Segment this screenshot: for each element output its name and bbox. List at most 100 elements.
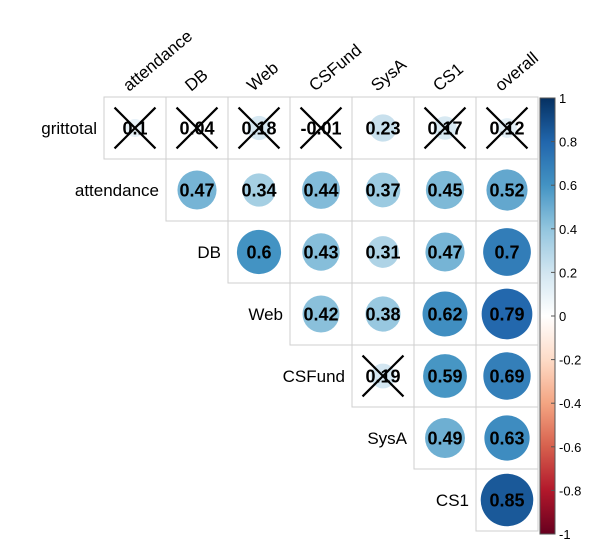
correlation-cell: 0.18	[237, 106, 281, 150]
correlation-cell: 0.44	[302, 171, 340, 209]
correlation-value: 0.47	[427, 243, 462, 263]
correlation-value: 0.49	[427, 429, 462, 449]
correlation-value: 0.43	[303, 243, 338, 263]
insignificance-cross-line	[237, 106, 281, 150]
correlation-value: 0.59	[427, 367, 462, 387]
correlation-value: 0.69	[489, 367, 524, 387]
color-bar-tick-label: -0.4	[559, 396, 581, 411]
correlation-cell: 0.69	[483, 352, 531, 400]
correlation-value: 0.45	[427, 181, 462, 201]
correlation-cell: -0.01	[299, 106, 343, 150]
row-label-db: DB	[197, 243, 221, 262]
correlation-circle	[480, 473, 534, 527]
correlation-circle	[481, 288, 533, 340]
correlation-circle	[365, 172, 401, 208]
correlation-cells: 0.1 0.04 0.18 -0.01 0.23 0.17 0.12 0.47 0.34 0.44…	[113, 106, 534, 527]
insignificance-cross-line	[423, 106, 467, 150]
correlation-cell: 0.31	[365, 236, 401, 268]
correlation-value: 0.42	[303, 305, 338, 325]
correlation-circle	[425, 170, 465, 210]
correlation-cell: 0.47	[177, 170, 217, 210]
correlation-cell: 0.85	[480, 473, 534, 527]
correlation-value: 0.6	[246, 243, 271, 263]
color-bar-tick-label: 1	[559, 91, 566, 106]
correlation-circle	[367, 236, 399, 268]
color-bar-tick-label: -1	[559, 527, 571, 542]
correlation-value: 0.38	[365, 305, 400, 325]
correlation-cell: 0.59	[423, 354, 467, 398]
color-legend: 1 0.8 0.6 0.4 0.2 0 -0.2 -0.4 -0.6 -0.8 -1	[539, 91, 581, 542]
correlation-cell: 0.42	[302, 295, 340, 333]
color-bar-tick-label: -0.8	[559, 483, 581, 498]
correlation-circle	[422, 291, 468, 337]
correlation-value: 0.63	[489, 429, 524, 449]
correlation-circle	[483, 228, 531, 276]
correlation-circle	[302, 233, 340, 271]
insignificance-cross-line	[361, 354, 405, 398]
correlation-cell: 0.47	[425, 232, 465, 272]
insignificance-cross-line	[485, 106, 529, 150]
row-label-grittotal: grittotal	[41, 119, 97, 138]
color-bar-tick-label: 0.4	[559, 222, 577, 237]
correlation-value: 0.34	[241, 181, 276, 201]
correlation-circle	[486, 169, 528, 211]
correlation-circle	[242, 173, 276, 207]
correlation-circle	[302, 171, 340, 209]
correlation-cell: 0.12	[485, 106, 529, 150]
correlation-circle	[365, 296, 401, 332]
correlation-cell: 0.19	[361, 354, 405, 398]
column-label-csfund: CSFund	[305, 40, 365, 95]
correlation-value: 0.37	[365, 181, 400, 201]
grid-cell	[165, 158, 229, 222]
correlation-cell: 0.49	[425, 418, 465, 458]
row-label-web: Web	[248, 305, 283, 324]
column-label-cs1: CS1	[429, 59, 467, 95]
correlation-cell: 0.7	[483, 228, 531, 276]
correlation-circle	[423, 354, 467, 398]
correlation-value: 0.62	[427, 305, 462, 325]
correlation-cell: 0.43	[302, 233, 340, 271]
correlation-cell: 0.38	[365, 296, 401, 332]
color-bar-tick-label: 0.2	[559, 265, 577, 280]
correlation-cell: 0.79	[481, 288, 533, 340]
insignificance-cross-line	[175, 106, 219, 150]
row-labels: grittotal attendance DB Web CSFund SysA CS1	[41, 119, 469, 510]
correlation-circle	[369, 114, 397, 142]
correlation-cell: 0.34	[241, 173, 277, 207]
row-label-csfund: CSFund	[283, 367, 345, 386]
column-label-overall: overall	[491, 48, 542, 95]
correlation-cell: 0.37	[365, 172, 401, 208]
color-bar-tick-label: 0.8	[559, 135, 577, 150]
correlation-value: 0.47	[179, 181, 214, 201]
row-label-attendance: attendance	[75, 181, 159, 200]
color-bar-tick-label: -0.6	[559, 440, 581, 455]
correlation-circle	[483, 352, 531, 400]
correlation-circle	[425, 232, 465, 272]
color-bar-tick-label: 0	[559, 309, 566, 324]
correlation-value: 0.7	[494, 243, 519, 263]
column-label-db: DB	[181, 65, 211, 95]
correlation-cell: 0.17	[423, 106, 467, 150]
insignificance-cross-line	[113, 106, 157, 150]
correlation-value: 0.44	[303, 181, 338, 201]
correlation-circle	[425, 418, 465, 458]
correlation-circle	[236, 229, 282, 275]
correlation-circle	[484, 415, 530, 461]
correlation-cell: 0.1	[113, 106, 157, 150]
correlation-cell: 0.23	[365, 114, 401, 142]
correlation-cell: 0.45	[425, 170, 465, 210]
correlation-cell: 0.52	[486, 169, 528, 211]
row-label-cs1: CS1	[436, 491, 469, 510]
correlation-value: 0.31	[365, 243, 400, 263]
insignificance-cross-line	[299, 106, 343, 150]
correlation-cell: 0.62	[422, 291, 468, 337]
color-bar-tick-label: 0.6	[559, 178, 577, 193]
color-bar-tick-label: -0.2	[559, 353, 581, 368]
correlation-value: 0.79	[489, 305, 524, 325]
correlation-value: 0.52	[489, 181, 524, 201]
row-label-sysa: SysA	[367, 429, 407, 448]
column-label-web: Web	[243, 58, 282, 95]
